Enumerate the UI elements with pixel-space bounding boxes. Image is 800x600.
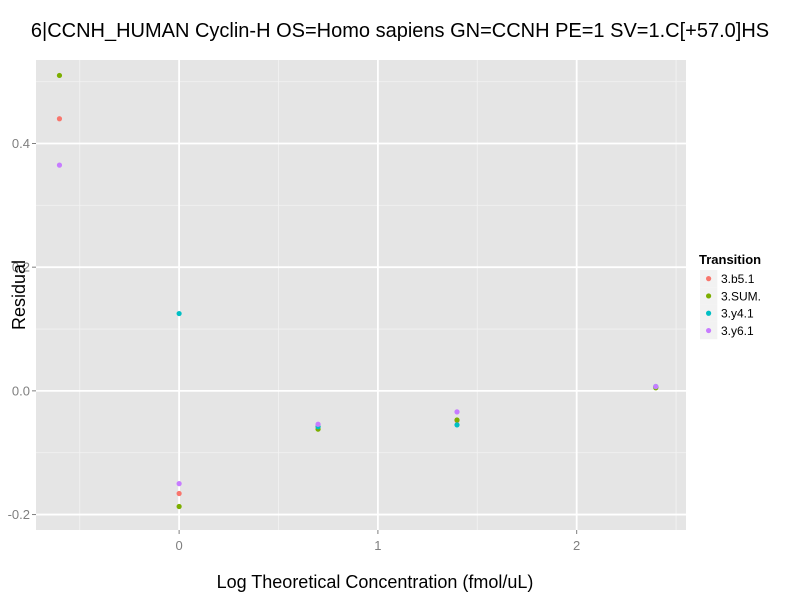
- data-point-3-sum: [176, 503, 182, 510]
- x-tick-label: 2: [573, 538, 580, 553]
- data-point-3-y6-1: [653, 383, 659, 390]
- legend-item-3-y6-1: 3.y6.1: [700, 321, 754, 340]
- legend-items: 3.b5.1 3.SUM. 3.y4.1 3.y6.1: [700, 270, 761, 340]
- chart-title: 6|CCNH_HUMAN Cyclin-H OS=Homo sapiens GN…: [31, 20, 769, 42]
- x-tick-label: 0: [176, 538, 183, 553]
- y-axis-title: Residual: [9, 260, 29, 330]
- y-tick-label: 0.0: [12, 383, 30, 398]
- x-axis: 0 1 2: [176, 530, 580, 553]
- major-gridlines: [36, 60, 686, 530]
- data-point-3-y6-1: [56, 162, 63, 168]
- legend-title: Transition: [699, 252, 761, 267]
- legend: Transition 3.b5.1 3.SUM. 3.y4.1 3.y6.1: [699, 252, 761, 340]
- legend-item-3-sum: 3.SUM.: [700, 287, 761, 305]
- minor-gridlines: [36, 60, 686, 530]
- data-point-3-sum: [56, 72, 63, 79]
- legend-key-3-y6-1: [706, 327, 712, 334]
- legend-label-3-b5-1: 3.b5.1: [721, 272, 755, 286]
- data-point-3-y4-1: [176, 310, 182, 317]
- legend-label-3-y4-1: 3.y4.1: [721, 307, 754, 321]
- y-tick-label: 0.2: [12, 260, 30, 275]
- legend-key-3-sum: [706, 293, 712, 299]
- legend-key-3-b5-1: [706, 276, 712, 282]
- data-point-3-b5-1: [56, 116, 63, 122]
- data-point-3-sum: [454, 417, 460, 423]
- x-axis-title: Log Theoretical Concentration (fmol/uL): [217, 572, 534, 592]
- data-points: [56, 72, 659, 510]
- data-point-3-y6-1: [315, 421, 321, 427]
- data-point-3-y6-1: [176, 481, 182, 487]
- plot-panel: [36, 60, 686, 530]
- legend-item-3-b5-1: 3.b5.1: [700, 270, 755, 288]
- x-tick-label: 1: [374, 538, 381, 553]
- y-tick-label: -0.2: [8, 507, 30, 522]
- y-axis: -0.2 0.0 0.2 0.4: [8, 136, 36, 522]
- data-point-3-y6-1: [454, 409, 460, 415]
- y-tick-label: 0.4: [12, 136, 30, 151]
- data-point-3-y4-1: [454, 422, 460, 428]
- data-point-3-b5-1: [176, 490, 182, 497]
- legend-label-3-sum: 3.SUM.: [721, 289, 761, 303]
- legend-item-3-y4-1: 3.y4.1: [700, 304, 754, 322]
- legend-label-3-y6-1: 3.y6.1: [721, 324, 754, 338]
- legend-key-3-y4-1: [706, 310, 712, 316]
